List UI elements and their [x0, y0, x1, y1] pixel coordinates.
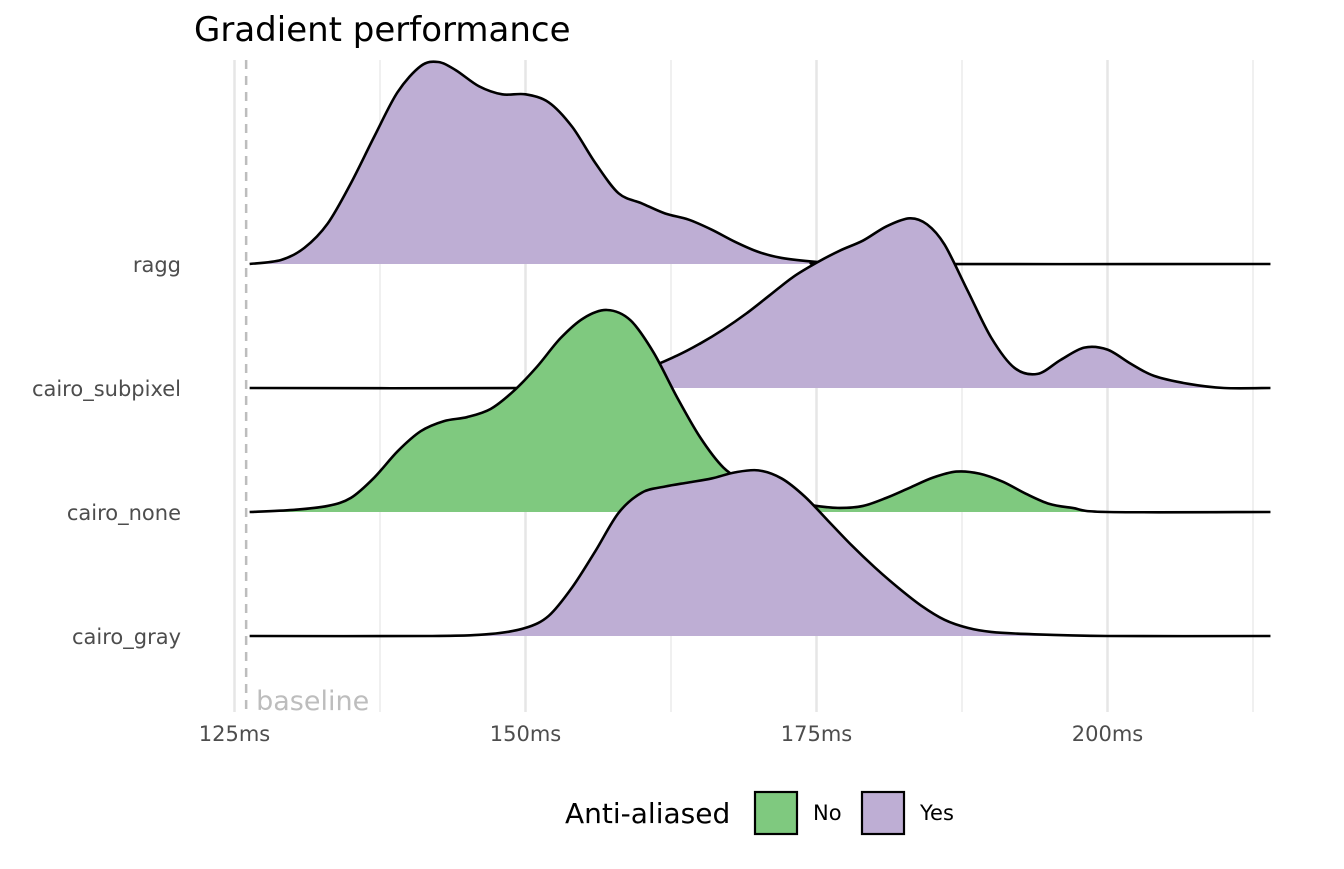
y-tick-label: cairo_gray [72, 625, 181, 650]
ridge-fill [249, 61, 1271, 265]
y-tick-label: ragg [133, 253, 181, 277]
legend-title: Anti-aliased [565, 797, 730, 830]
ridge-fill [249, 470, 1271, 637]
x-tick-label: 200ms [1072, 722, 1143, 746]
chart-title: Gradient performance [194, 10, 571, 50]
ridge-outline [249, 217, 1271, 390]
legend-label-no: No [813, 801, 842, 825]
ridge-cairo-gray [249, 468, 1271, 638]
x-tick-label: 150ms [490, 722, 561, 746]
x-tick-label: 125ms [199, 722, 270, 746]
ridge-outline [249, 60, 1271, 266]
y-tick-label: cairo_subpixel [32, 377, 181, 402]
baseline-layer: baseline [244, 60, 369, 717]
ridges-layer [249, 60, 1271, 638]
ridge-cairo-subpixel [249, 217, 1271, 390]
ridge-outline [249, 468, 1271, 638]
legend-key-yes [860, 790, 906, 836]
baseline-label: baseline [256, 686, 369, 717]
ridge-ragg [249, 60, 1271, 266]
legend-label-yes: Yes [919, 801, 954, 825]
legend: Anti-aliased No Yes [565, 790, 954, 836]
y-axis-labels: ragg cairo_subpixel cairo_none cairo_gray [32, 253, 181, 650]
ridge-fill [249, 309, 1271, 513]
ridge-cairo-none [249, 308, 1271, 514]
legend-key-no [753, 790, 799, 836]
y-tick-label: cairo_none [67, 501, 181, 526]
x-tick-label: 175ms [781, 722, 852, 746]
x-axis-labels: 125ms 150ms 175ms 200ms [199, 722, 1143, 746]
ridge-outline [249, 308, 1271, 514]
legend-entries: No Yes [753, 790, 954, 836]
